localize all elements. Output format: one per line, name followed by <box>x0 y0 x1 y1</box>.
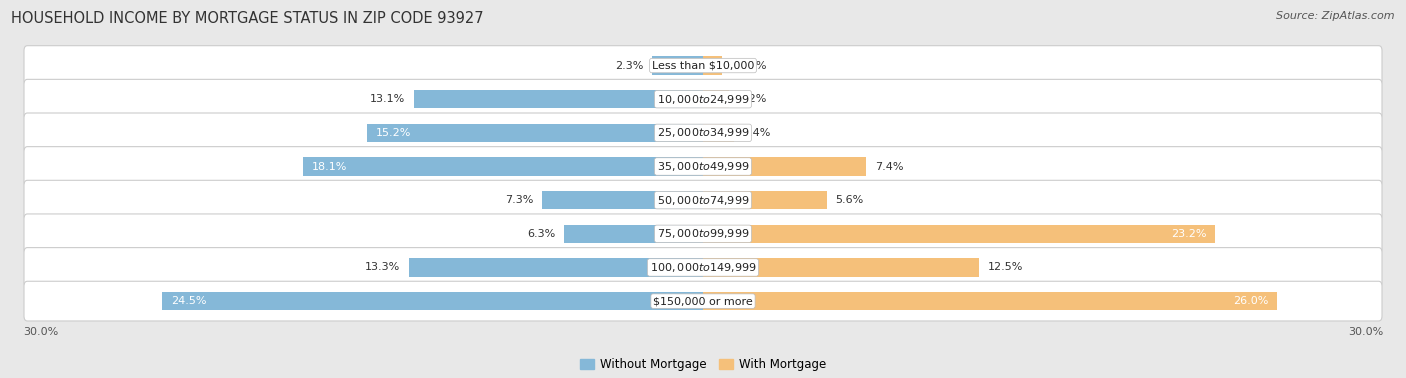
Text: Less than $10,000: Less than $10,000 <box>652 60 754 71</box>
Bar <box>367 124 703 142</box>
Bar <box>564 225 703 243</box>
Text: $50,000 to $74,999: $50,000 to $74,999 <box>657 194 749 207</box>
Text: 2.3%: 2.3% <box>614 60 644 71</box>
Text: $150,000 or more: $150,000 or more <box>654 296 752 306</box>
Text: 1.2%: 1.2% <box>738 94 766 104</box>
Text: $25,000 to $34,999: $25,000 to $34,999 <box>657 126 749 139</box>
Bar <box>703 258 979 277</box>
Text: 24.5%: 24.5% <box>172 296 207 306</box>
FancyBboxPatch shape <box>24 46 1382 85</box>
FancyBboxPatch shape <box>24 248 1382 287</box>
Text: $75,000 to $99,999: $75,000 to $99,999 <box>657 227 749 240</box>
Bar <box>703 90 730 108</box>
Text: 7.3%: 7.3% <box>505 195 533 205</box>
Bar <box>409 258 703 277</box>
Text: 7.4%: 7.4% <box>876 161 904 172</box>
Text: 13.1%: 13.1% <box>370 94 405 104</box>
Text: Source: ZipAtlas.com: Source: ZipAtlas.com <box>1277 11 1395 21</box>
Text: 5.6%: 5.6% <box>835 195 863 205</box>
Bar <box>703 124 734 142</box>
Bar <box>162 292 703 310</box>
FancyBboxPatch shape <box>24 214 1382 254</box>
FancyBboxPatch shape <box>24 147 1382 186</box>
Text: 26.0%: 26.0% <box>1233 296 1268 306</box>
Text: 18.1%: 18.1% <box>312 161 347 172</box>
Text: 12.5%: 12.5% <box>988 262 1024 273</box>
Bar <box>541 191 703 209</box>
Text: $100,000 to $149,999: $100,000 to $149,999 <box>650 261 756 274</box>
Bar <box>413 90 703 108</box>
Legend: Without Mortgage, With Mortgage: Without Mortgage, With Mortgage <box>575 354 831 376</box>
Text: HOUSEHOLD INCOME BY MORTGAGE STATUS IN ZIP CODE 93927: HOUSEHOLD INCOME BY MORTGAGE STATUS IN Z… <box>11 11 484 26</box>
Bar <box>703 191 827 209</box>
Text: 0.87%: 0.87% <box>731 60 766 71</box>
Bar <box>703 225 1215 243</box>
FancyBboxPatch shape <box>24 281 1382 321</box>
Bar <box>703 292 1277 310</box>
Text: 13.3%: 13.3% <box>366 262 401 273</box>
Bar <box>652 56 703 75</box>
Text: $10,000 to $24,999: $10,000 to $24,999 <box>657 93 749 106</box>
Text: 6.3%: 6.3% <box>527 229 555 239</box>
Text: 1.4%: 1.4% <box>742 128 770 138</box>
Bar <box>703 56 723 75</box>
FancyBboxPatch shape <box>24 180 1382 220</box>
FancyBboxPatch shape <box>24 79 1382 119</box>
Bar <box>703 157 866 176</box>
FancyBboxPatch shape <box>24 113 1382 153</box>
Text: $35,000 to $49,999: $35,000 to $49,999 <box>657 160 749 173</box>
Bar <box>304 157 703 176</box>
Text: 23.2%: 23.2% <box>1171 229 1206 239</box>
Text: 15.2%: 15.2% <box>377 128 412 138</box>
